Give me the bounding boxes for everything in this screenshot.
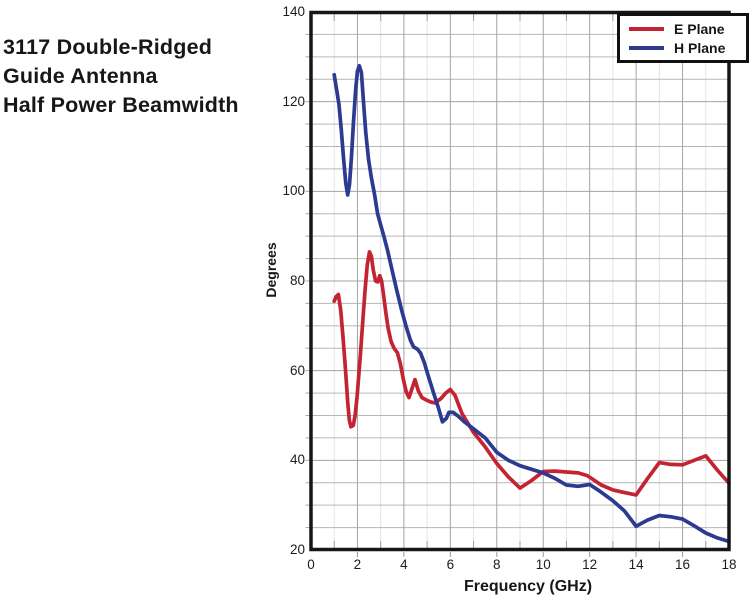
e-plane-line-swatch bbox=[629, 26, 664, 31]
y-tick-label-60: 60 bbox=[289, 362, 305, 378]
x-tick-label-0: 0 bbox=[307, 557, 315, 572]
x-tick-label-4: 4 bbox=[400, 557, 408, 572]
h-plane-line-swatch bbox=[629, 45, 664, 50]
chart-title-line-2: Guide Antenna bbox=[3, 64, 158, 88]
plot-border bbox=[309, 10, 731, 552]
x-tick-label-2: 2 bbox=[353, 557, 362, 572]
x-tick-label-16: 16 bbox=[675, 557, 691, 572]
x-tick-label-10: 10 bbox=[535, 557, 551, 572]
x-tick-label-6: 6 bbox=[446, 557, 455, 572]
y-tick-label-20: 20 bbox=[289, 542, 305, 557]
y-tick-label-40: 40 bbox=[289, 452, 305, 468]
e-plane-curve bbox=[332, 250, 731, 497]
legend-entry-h-plane: H Plane bbox=[629, 39, 746, 56]
chart-title: 3117 Double-Ridged Guide Antenna Half Po… bbox=[3, 33, 239, 120]
chart-title-line-3: Half Power Beamwidth bbox=[3, 93, 239, 117]
legend-entry-e-plane: E Plane bbox=[629, 20, 746, 37]
legend: E Plane H Plane bbox=[617, 13, 749, 63]
legend-label-e-plane: E Plane bbox=[674, 20, 725, 37]
x-tick-label-8: 8 bbox=[493, 557, 501, 572]
x-tick-label-18: 18 bbox=[721, 557, 737, 572]
x-tick-label-12: 12 bbox=[582, 557, 598, 572]
x-axis-title: Frequency (GHz) bbox=[464, 578, 593, 595]
x-tick-label-14: 14 bbox=[628, 557, 644, 572]
h-plane-curve bbox=[332, 63, 731, 544]
chart-title-line-1: 3117 Double-Ridged bbox=[3, 35, 213, 59]
y-axis-title: Degrees bbox=[263, 242, 279, 298]
y-tick-label-100: 100 bbox=[282, 183, 305, 199]
y-tick-label-120: 120 bbox=[282, 93, 305, 109]
legend-label-h-plane: H Plane bbox=[674, 39, 726, 56]
y-tick-label-140: 140 bbox=[282, 4, 305, 19]
y-tick-label-80: 80 bbox=[289, 273, 305, 288]
